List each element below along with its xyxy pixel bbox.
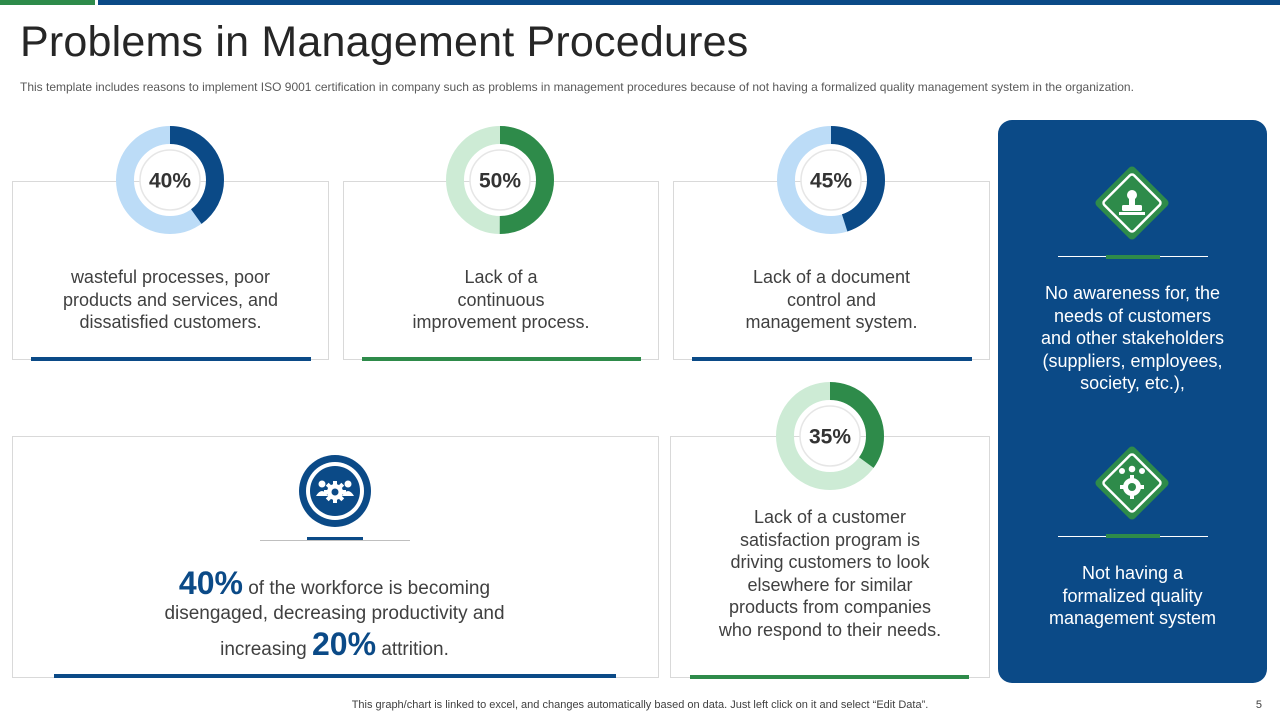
donut-chart-1[interactable]: 40%	[112, 122, 228, 238]
text-line: formalized quality	[1062, 585, 1203, 606]
donut-center	[799, 405, 861, 467]
card-2-description: Lack of a continuous improvement process…	[344, 266, 658, 334]
donut-label: 40%	[149, 170, 191, 193]
text-line: wasteful processes, poor	[70, 267, 271, 287]
workforce-icon-base	[307, 537, 363, 541]
donut-chart-4[interactable]: 35%	[772, 378, 888, 494]
problem-card-1[interactable]: wasteful processes, poor products and se…	[12, 181, 329, 361]
text-line: satisfaction program is	[739, 529, 921, 550]
workforce-text-1: of the workforce is becoming	[248, 578, 491, 599]
text-line: society, etc.),	[1080, 373, 1185, 393]
text-line: Not having a	[1081, 563, 1184, 583]
workforce-icon-wrap	[296, 452, 374, 530]
card-1-description: wasteful processes, poor products and se…	[13, 266, 328, 334]
top-accent-blue	[98, 0, 1280, 5]
text-line: control and	[786, 289, 877, 310]
text-line: needs of customers	[1053, 305, 1212, 326]
team-gear-icon	[299, 455, 371, 527]
text-line: management system	[1048, 608, 1217, 628]
text-line: elsewhere for similar	[747, 574, 913, 595]
donut-label: 45%	[810, 170, 852, 193]
footer-note: This graph/chart is linked to excel, and…	[351, 699, 929, 711]
problem-card-3[interactable]: Lack of a document control and managemen…	[673, 181, 990, 361]
donut-value-arc	[116, 126, 224, 234]
workforce-line-3: increasing 20% attrition.	[12, 626, 657, 663]
donut-center	[800, 149, 862, 211]
card-4-description: Lack of a customer satisfaction program …	[671, 506, 989, 641]
text-line: continuous	[457, 289, 545, 310]
side-item-2-text: Not having a formalized quality manageme…	[998, 562, 1267, 630]
team-gear-icon	[1095, 446, 1169, 520]
side-divider-1-accent	[1106, 255, 1160, 259]
donut-value-arc	[777, 126, 885, 234]
workforce-pct-1: 40%	[178, 565, 243, 601]
text-line: improvement process.	[412, 312, 590, 332]
workforce-pct-2: 20%	[311, 626, 377, 662]
text-line: driving customers to look	[730, 552, 930, 572]
text-line: Lack of a document	[752, 267, 911, 287]
text-line: No awareness for, the	[1044, 283, 1221, 303]
page-subtitle: This template includes reasons to implem…	[20, 80, 1134, 94]
text-line: Lack of a customer	[753, 507, 907, 527]
workforce-underline	[54, 674, 616, 678]
workforce-text-3b: attrition.	[381, 639, 449, 660]
page-number: 5	[1255, 699, 1262, 711]
side-divider-2-accent	[1106, 534, 1160, 538]
side-panel: No awareness for, the needs of customers…	[998, 120, 1267, 683]
text-line: management system.	[745, 312, 918, 332]
top-accent-green	[0, 0, 95, 5]
workforce-line-2: disengaged, decreasing productivity and	[164, 603, 505, 624]
donut-chart-2[interactable]: 50%	[442, 122, 558, 238]
text-line: who respond to their needs.	[718, 619, 942, 640]
donut-chart-3[interactable]: 45%	[773, 122, 889, 238]
workforce-divider	[260, 540, 410, 541]
text-line: dissatisfied customers.	[79, 312, 262, 332]
donut-center	[139, 149, 201, 211]
problem-card-4[interactable]: Lack of a customer satisfaction program …	[670, 436, 990, 679]
text-line: products from companies	[728, 597, 932, 617]
donut-label: 35%	[809, 426, 851, 449]
donut-center	[469, 149, 531, 211]
problem-card-2[interactable]: Lack of a continuous improvement process…	[343, 181, 659, 361]
side-item-1-text: No awareness for, the needs of customers…	[998, 282, 1267, 395]
donut-label: 50%	[479, 170, 521, 193]
text-line: (suppliers, employees,	[1042, 350, 1223, 371]
text-line: and other stakeholders	[1040, 328, 1225, 348]
workforce-line-1: 40% of the workforce is becoming	[12, 565, 657, 602]
text-line: products and services, and	[62, 289, 279, 310]
stamp-icon	[1095, 166, 1169, 240]
donut-value-arc	[446, 126, 554, 234]
card-3-description: Lack of a document control and managemen…	[674, 266, 989, 334]
text-line: Lack of a	[464, 267, 538, 287]
page-title: Problems in Management Procedures	[20, 18, 749, 66]
card-4-underline	[690, 675, 969, 679]
workforce-text-3a: increasing	[220, 639, 307, 660]
card-1-underline	[31, 357, 311, 361]
donut-value-arc	[776, 382, 884, 490]
card-2-underline	[362, 357, 641, 361]
card-3-underline	[692, 357, 972, 361]
